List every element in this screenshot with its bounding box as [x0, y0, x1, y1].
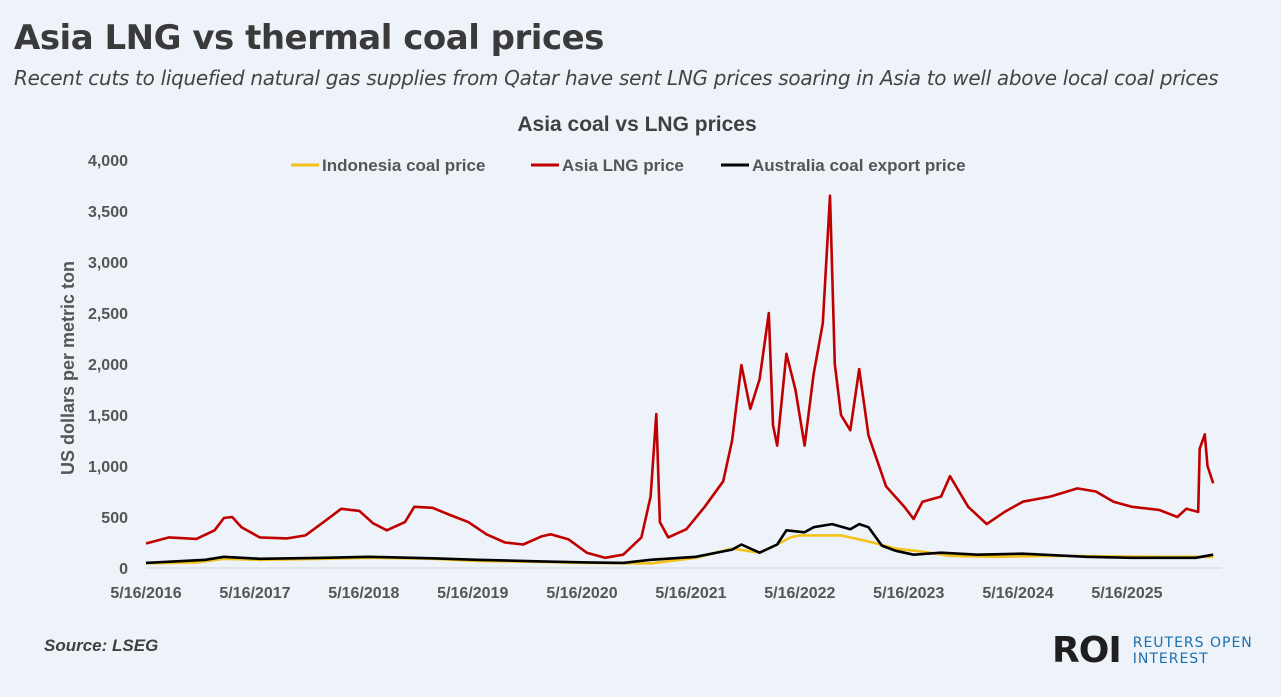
x-tick-label: 5/16/2017: [219, 585, 290, 602]
x-tick-label: 5/16/2019: [437, 585, 508, 602]
y-tick-label: 500: [101, 510, 128, 527]
y-tick-label: 3,000: [88, 255, 128, 272]
y-tick-label: 2,000: [88, 357, 128, 374]
x-tick-label: 5/16/2023: [873, 585, 944, 602]
y-tick-label: 1,500: [88, 408, 128, 425]
x-tick-label: 5/16/2025: [1091, 585, 1162, 602]
series-line-australia-coal-export-price: [145, 522, 1214, 565]
source-note: Source: LSEG: [44, 636, 159, 655]
legend-label: Australia coal export price: [752, 156, 966, 175]
logo-line-2: INTEREST: [1132, 650, 1209, 667]
y-tick-label: 3,500: [88, 204, 128, 221]
legend-label: Asia LNG price: [562, 156, 684, 175]
x-tick-label: 5/16/2022: [764, 585, 835, 602]
x-tick-label: 5/16/2016: [110, 585, 181, 602]
roi-logo: ROI REUTERS OPEN INTEREST: [1052, 630, 1253, 671]
x-tick-label: 5/16/2021: [655, 585, 726, 602]
logo-text: REUTERS OPEN INTEREST: [1133, 635, 1253, 667]
logo-mark: ROI: [1052, 630, 1122, 671]
x-tick-label: 5/16/2024: [982, 585, 1053, 602]
y-tick-label: 0: [119, 561, 128, 578]
legend-label: Indonesia coal price: [322, 156, 485, 175]
y-axis-label: US dollars per metric ton: [58, 261, 78, 475]
page-title: Asia LNG vs thermal coal prices: [14, 18, 604, 58]
y-tick-label: 1,000: [88, 459, 128, 476]
logo-line-1: REUTERS OPEN: [1132, 634, 1253, 651]
x-tick-label: 5/16/2020: [546, 585, 617, 602]
series-line-asia-lng-price: [145, 194, 1215, 560]
x-tick-label: 5/16/2018: [328, 585, 399, 602]
y-tick-label: 2,500: [88, 306, 128, 323]
chart-title: Asia coal vs LNG prices: [517, 113, 756, 136]
y-tick-label: 4,000: [88, 153, 128, 170]
page-subtitle: Recent cuts to liquefied natural gas sup…: [14, 66, 1219, 90]
